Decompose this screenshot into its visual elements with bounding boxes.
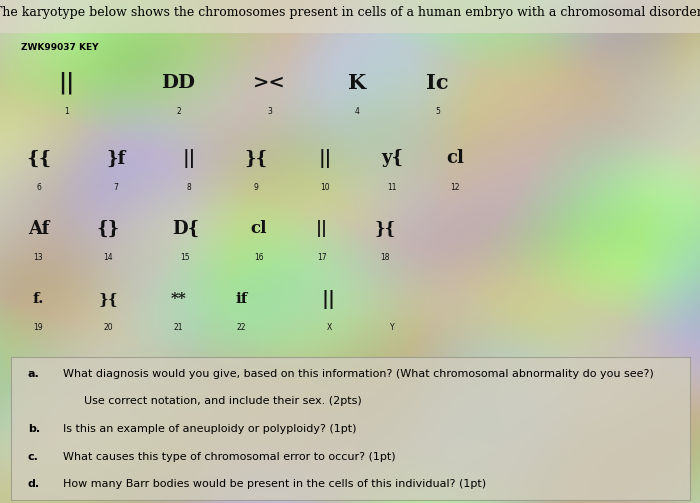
Text: 13: 13 [34,253,43,262]
Text: 14: 14 [104,253,113,262]
Text: What causes this type of chromosomal error to occur? (1pt): What causes this type of chromosomal err… [63,452,396,462]
Text: **: ** [171,292,186,306]
Text: 10: 10 [321,183,330,192]
Text: 5: 5 [435,107,440,116]
FancyBboxPatch shape [0,0,700,33]
Text: 19: 19 [34,323,43,332]
Text: 4: 4 [355,107,359,116]
Text: ||: || [322,290,336,309]
Text: ><: >< [253,74,286,92]
Text: 2: 2 [176,107,181,116]
Text: c.: c. [28,452,39,462]
Text: }{: }{ [99,292,118,306]
Text: Af: Af [28,220,49,238]
Text: }{: }{ [244,149,267,167]
Text: cl: cl [446,149,464,167]
Text: The karyotype below shows the chromosomes present in cells of a human embryo wit: The karyotype below shows the chromosome… [0,6,700,19]
Text: X: X [326,323,332,332]
Text: d.: d. [28,479,40,489]
Text: Ic: Ic [426,73,449,93]
Text: 1: 1 [64,107,69,116]
Text: y{: y{ [381,149,403,167]
Text: b.: b. [28,424,40,434]
Text: 21: 21 [174,323,183,332]
Text: Is this an example of aneuploidy or polyploidy? (1pt): Is this an example of aneuploidy or poly… [63,424,356,434]
FancyBboxPatch shape [10,357,690,500]
Text: 15: 15 [181,253,190,262]
Text: Y: Y [390,323,394,332]
Text: }{: }{ [374,220,395,237]
Text: ||: || [316,220,328,237]
Text: ||: || [58,72,75,94]
Text: 7: 7 [113,183,118,192]
Text: 8: 8 [187,183,191,192]
Text: D{: D{ [172,220,199,238]
Text: What diagnosis would you give, based on this information? (What chromosomal abno: What diagnosis would you give, based on … [63,369,654,379]
Text: K: K [348,73,366,93]
Text: {{: {{ [26,149,51,167]
Text: if: if [235,292,248,306]
Text: cl: cl [251,220,267,237]
Text: 18: 18 [380,253,390,262]
Text: {}: {} [97,220,120,238]
Text: 16: 16 [254,253,264,262]
Text: 12: 12 [450,183,460,192]
Text: ||: || [183,149,195,168]
Text: 20: 20 [104,323,113,332]
Text: DD: DD [162,74,195,92]
Text: ZWK99037 KEY: ZWK99037 KEY [21,43,99,52]
Text: a.: a. [28,369,40,379]
Text: 11: 11 [387,183,397,192]
Text: f.: f. [33,292,44,306]
Text: ||: || [319,149,332,168]
Text: 3: 3 [267,107,272,116]
Text: 17: 17 [317,253,327,262]
Text: Use correct notation, and include their sex. (2pts): Use correct notation, and include their … [84,396,362,406]
Text: How many Barr bodies would be present in the cells of this individual? (1pt): How many Barr bodies would be present in… [63,479,486,489]
Text: 22: 22 [237,323,246,332]
Text: }f: }f [106,149,125,167]
Text: 6: 6 [36,183,41,192]
Text: 9: 9 [253,183,258,192]
